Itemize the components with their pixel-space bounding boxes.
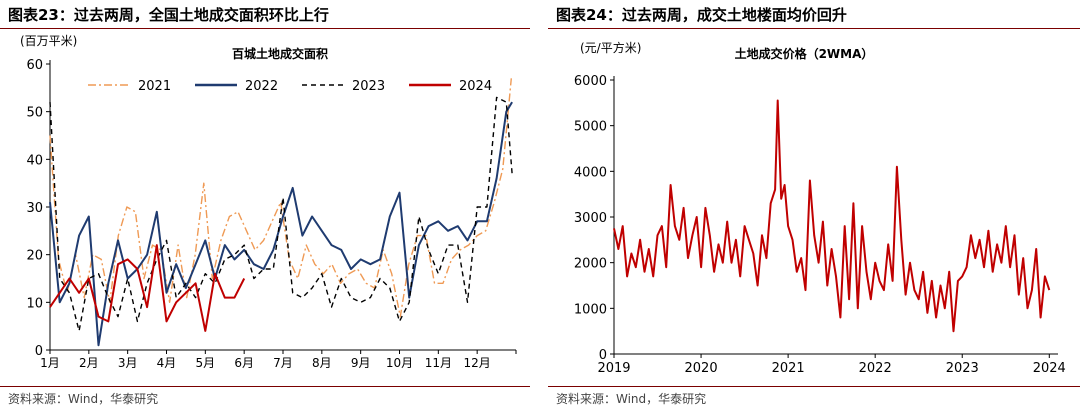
y-tick-label: 30 bbox=[26, 201, 43, 216]
x-tick-label: 7月 bbox=[273, 356, 293, 370]
y-tick-label: 4000 bbox=[574, 165, 607, 180]
y-tick-label: 6000 bbox=[574, 74, 607, 89]
x-tick-label: 2022 bbox=[859, 361, 892, 376]
x-tick-label: 9月 bbox=[351, 356, 371, 370]
legend-label-2021: 2021 bbox=[138, 79, 171, 94]
title-rule bbox=[548, 28, 1080, 29]
left-figure-panel: 图表23：过去两周，全国土地成交面积环比上行 0 10 20 30 40 50 60 1月 2月… bbox=[0, 0, 530, 413]
y-tick-label: 50 bbox=[26, 106, 43, 121]
y-axis-label: (元/平方米) bbox=[580, 40, 641, 55]
y-tick-label: 2000 bbox=[574, 257, 607, 272]
title-rule bbox=[0, 28, 530, 29]
x-tick-label: 3月 bbox=[118, 356, 138, 370]
figure-title: 图表23：过去两周，全国土地成交面积环比上行 bbox=[8, 6, 329, 24]
figure-title: 图表24：过去两周，成交土地楼面均价回升 bbox=[556, 6, 847, 24]
y-tick-label: 5000 bbox=[574, 120, 607, 135]
x-tick-label: 2023 bbox=[946, 361, 979, 376]
footer-rule bbox=[548, 386, 1080, 387]
y-tick-label: 60 bbox=[26, 58, 43, 73]
y-tick-label: 1000 bbox=[574, 302, 607, 317]
source-note: 资料来源：Wind，华泰研究 bbox=[556, 392, 707, 406]
y-tick-label: 20 bbox=[26, 249, 43, 264]
x-tick-label: 2021 bbox=[772, 361, 805, 376]
land-area-chart: 0 10 20 30 40 50 60 1月 2月 3月 4月 5月 6月 7月 8月 9月 10月 11月 12月… bbox=[20, 34, 517, 370]
chart-title: 土地成交价格（2WMA） bbox=[735, 46, 874, 61]
x-tick-label: 4月 bbox=[157, 356, 177, 370]
series-line-2024 bbox=[49, 244, 246, 332]
x-tick-label: 2019 bbox=[597, 361, 630, 376]
land-price-chart: 0 1000 2000 3000 4000 5000 6000 2019 2020 2021 202… bbox=[574, 40, 1066, 376]
y-tick-label: 0 bbox=[599, 348, 607, 363]
y-tick-label: 10 bbox=[26, 296, 43, 311]
x-tick-label: 10月 bbox=[386, 356, 413, 370]
chart-title: 百城土地成交面积 bbox=[232, 46, 328, 61]
series-line-2023 bbox=[49, 96, 513, 332]
right-figure-panel: 图表24：过去两周，成交土地楼面均价回升 0 1000 2000 3000 4000 50… bbox=[548, 0, 1080, 413]
y-tick-label: 3000 bbox=[574, 211, 607, 226]
footer-rule bbox=[0, 386, 530, 387]
series-line-price bbox=[613, 99, 1051, 333]
legend-label-2023: 2023 bbox=[352, 79, 385, 94]
x-tick-label: 2020 bbox=[685, 361, 718, 376]
y-axis-label: (百万平米) bbox=[20, 34, 77, 48]
x-tick-label: 1月 bbox=[40, 356, 60, 370]
x-tick-label: 5月 bbox=[196, 356, 216, 370]
x-tick-label: 2月 bbox=[79, 356, 99, 370]
series-line-2022 bbox=[49, 101, 513, 347]
x-tick-label: 2024 bbox=[1033, 361, 1066, 376]
x-tick-label: 12月 bbox=[464, 356, 491, 370]
legend-label-2024: 2024 bbox=[459, 79, 492, 94]
source-note: 资料来源：Wind，华泰研究 bbox=[8, 392, 159, 406]
x-tick-label: 8月 bbox=[312, 356, 332, 370]
legend-label-2022: 2022 bbox=[245, 79, 278, 94]
y-tick-label: 40 bbox=[26, 153, 43, 168]
x-tick-label: 11月 bbox=[425, 356, 452, 370]
x-tick-label: 6月 bbox=[234, 356, 254, 370]
series-line-2021 bbox=[49, 78, 512, 318]
y-tick-label: 0 bbox=[35, 344, 43, 359]
